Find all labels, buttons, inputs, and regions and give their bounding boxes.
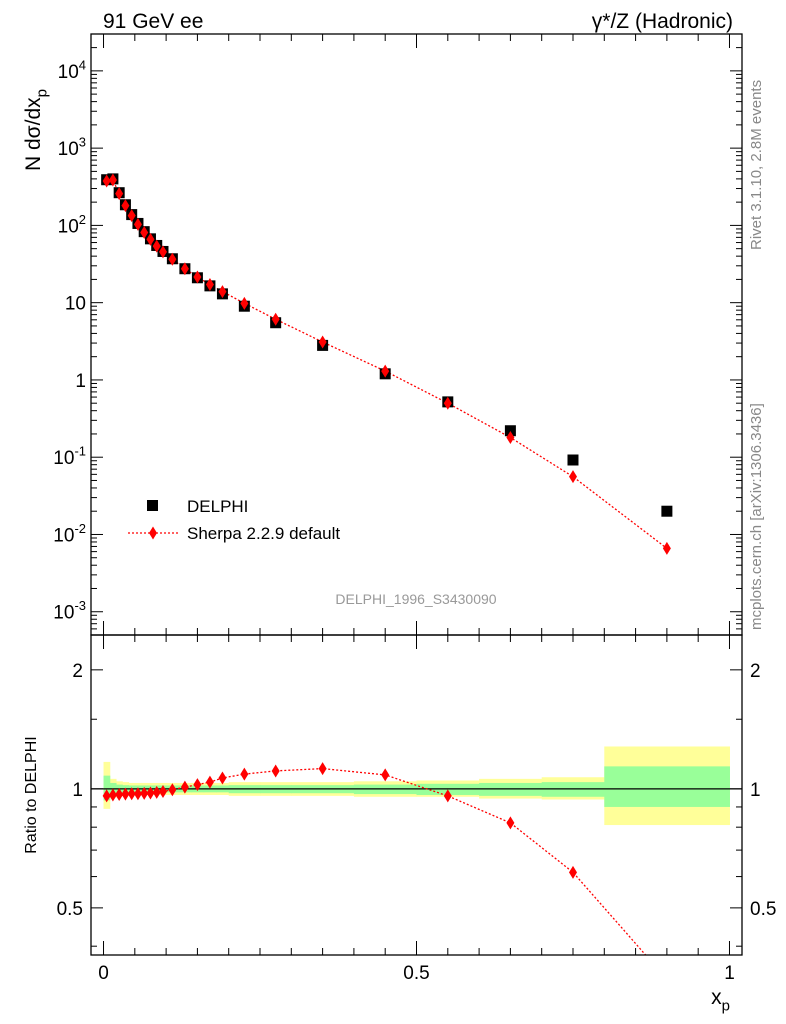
ratio-sherpa-point bbox=[121, 787, 130, 801]
ratio-sherpa-point bbox=[193, 778, 202, 792]
ratio-y-tick-label-left: 0.5 bbox=[57, 899, 83, 920]
ratio-panel: 0.5 0.5 1 1 2 2 0 0.5 1 Ratio to DELPHI xp bbox=[23, 634, 776, 1014]
ratio-sherpa-point bbox=[443, 789, 452, 803]
ratio-sherpa-point bbox=[271, 764, 280, 778]
main-y-tick-label: 10-1 bbox=[53, 444, 86, 470]
ratio-sherpa-point bbox=[115, 787, 124, 801]
sherpa-point bbox=[115, 187, 124, 201]
main-y-tick-label: 103 bbox=[58, 135, 86, 161]
sherpa-point bbox=[127, 209, 136, 223]
x-axis-label: xp bbox=[711, 986, 730, 1014]
ratio-sherpa-point bbox=[133, 787, 142, 801]
main-y-tick-label: 10-2 bbox=[53, 521, 86, 547]
sherpa-point bbox=[133, 217, 142, 231]
main-y-tick-label: 10-3 bbox=[53, 598, 86, 624]
sherpa-point bbox=[180, 262, 189, 276]
legend: DELPHI Sherpa 2.2.9 default bbox=[128, 497, 340, 543]
sherpa-point bbox=[381, 364, 390, 378]
sherpa-point bbox=[146, 232, 155, 246]
ratio-sherpa-point bbox=[127, 787, 136, 801]
main-y-tick-label: 104 bbox=[58, 57, 86, 83]
sherpa-point bbox=[443, 396, 452, 410]
legend-delphi-marker bbox=[147, 500, 158, 511]
legend-delphi-label: DELPHI bbox=[187, 497, 248, 516]
sherpa-point bbox=[318, 335, 327, 349]
sherpa-point bbox=[193, 270, 202, 284]
sherpa-point bbox=[662, 541, 671, 555]
ratio-y-axis-label: Ratio to DELPHI bbox=[23, 736, 40, 853]
delphi-point bbox=[504, 425, 516, 437]
main-y-tick-label: 102 bbox=[58, 212, 86, 238]
ratio-sherpa-point bbox=[168, 783, 177, 797]
sherpa-point bbox=[506, 430, 515, 444]
analysis-tag: DELPHI_1996_S3430090 bbox=[335, 591, 496, 607]
sherpa-point bbox=[140, 225, 149, 239]
ratio-inner-band bbox=[604, 766, 730, 807]
ratio-y-tick-label-left: 2 bbox=[72, 661, 83, 682]
main-panel: 10-3 10-2 10-1 1 10 102 103 104 N dσ/dxp DELPHI… bbox=[22, 33, 743, 636]
x-tick-label: 0.5 bbox=[403, 963, 429, 984]
main-y-axis-label: N dσ/dxp bbox=[22, 89, 50, 171]
sherpa-point bbox=[240, 296, 249, 310]
ratio-sherpa-point bbox=[506, 816, 515, 830]
ratio-sherpa-point bbox=[108, 788, 117, 802]
sherpa-point bbox=[205, 277, 214, 291]
rivet-version-label: Rivet 3.1.10, 2.8M events bbox=[748, 80, 765, 250]
process-title: γ*/Z (Hadronic) bbox=[592, 10, 733, 33]
ratio-sherpa-point bbox=[205, 775, 214, 789]
delphi-point bbox=[661, 505, 673, 517]
ratio-sherpa-point bbox=[568, 865, 577, 879]
ratio-sherpa-line bbox=[106, 767, 647, 955]
energy-title: 91 GeV ee bbox=[103, 10, 203, 33]
main-y-tick-label: 1 bbox=[75, 371, 86, 392]
sherpa-line bbox=[106, 179, 668, 549]
ratio-sherpa-point bbox=[140, 786, 149, 800]
main-y-tick-label: 10 bbox=[65, 294, 86, 315]
ratio-inner-band bbox=[103, 775, 111, 801]
ratio-sherpa-point bbox=[218, 771, 227, 785]
sherpa-point bbox=[121, 199, 130, 213]
ratio-y-tick-label-left: 1 bbox=[72, 780, 83, 801]
sherpa-point bbox=[108, 173, 117, 187]
ratio-sherpa-point bbox=[318, 762, 327, 776]
ratio-sherpa-point bbox=[381, 768, 390, 782]
sherpa-point bbox=[168, 252, 177, 266]
legend-sherpa-marker bbox=[149, 526, 157, 540]
x-tick-label: 0 bbox=[98, 963, 109, 984]
sherpa-point bbox=[271, 312, 280, 326]
sherpa-point bbox=[568, 470, 577, 484]
ratio-sherpa-point bbox=[180, 780, 189, 794]
sherpa-point bbox=[218, 285, 227, 299]
delphi-point bbox=[567, 454, 579, 466]
ratio-sherpa-point bbox=[663, 973, 671, 986]
sherpa-point bbox=[102, 174, 111, 188]
ratio-sherpa-point bbox=[240, 767, 249, 781]
ratio-y-tick-label-right: 0.5 bbox=[750, 899, 776, 920]
ratio-sherpa-point bbox=[102, 789, 111, 803]
x-tick-label: 1 bbox=[724, 963, 735, 984]
ratio-y-tick-label-right: 1 bbox=[750, 780, 761, 801]
mcplots-label: mcplots.cern.ch [arXiv:1306.3436] bbox=[748, 403, 765, 630]
legend-sherpa-label: Sherpa 2.2.9 default bbox=[187, 524, 340, 543]
sherpa-point bbox=[158, 245, 167, 259]
ratio-sherpa-point bbox=[158, 784, 167, 798]
sherpa-point bbox=[152, 239, 161, 253]
ratio-sherpa-point bbox=[152, 785, 161, 799]
ratio-y-tick-label-right: 2 bbox=[750, 661, 761, 682]
main-frame bbox=[90, 33, 743, 636]
ratio-sherpa-point bbox=[146, 786, 155, 800]
